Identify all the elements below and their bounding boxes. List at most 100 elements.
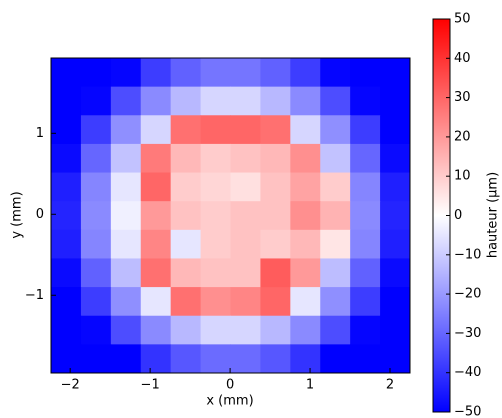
heatmap-cell <box>380 143 411 174</box>
heatmap-cell <box>320 115 351 145</box>
colorbar-tick-label: −10 <box>454 247 481 262</box>
heatmap-cell <box>51 143 82 174</box>
colorbar-tick-label: 50 <box>454 12 471 27</box>
heatmap-cell <box>260 258 291 288</box>
heatmap-cell <box>230 58 261 88</box>
heatmap-cell <box>350 201 381 231</box>
heatmap-cell <box>350 86 381 116</box>
heatmap-cell <box>80 229 112 259</box>
heatmap-cell <box>200 258 231 288</box>
heatmap-cell <box>170 229 202 259</box>
heatmap <box>51 58 411 374</box>
heatmap-cell <box>170 344 202 374</box>
heatmap-cell <box>170 287 202 317</box>
heatmap-cell <box>380 315 411 345</box>
heatmap-cell <box>170 258 202 288</box>
heatmap-cell <box>51 201 82 231</box>
heatmap-cell <box>140 258 172 288</box>
heatmap-cell <box>230 86 261 116</box>
heatmap-cell <box>320 315 351 345</box>
heatmap-cell <box>380 258 411 288</box>
heatmap-cell <box>380 201 411 231</box>
heatmap-cell <box>170 315 202 345</box>
heatmap-cell <box>200 58 231 88</box>
x-tick-label: 0 <box>226 378 234 393</box>
heatmap-cell <box>140 201 172 231</box>
heatmap-cell <box>290 58 321 88</box>
heatmap-cell <box>110 287 142 317</box>
heatmap-cell <box>110 143 142 174</box>
heatmap-cell <box>51 315 82 345</box>
heatmap-cell <box>230 172 261 202</box>
heatmap-cell <box>230 115 261 145</box>
heatmap-cell <box>350 58 381 88</box>
heatmap-cell <box>320 86 351 116</box>
colorbar-tick-label: −40 <box>454 365 481 380</box>
colorbar-tick-label: −30 <box>454 326 481 341</box>
heatmap-cell <box>260 315 291 345</box>
heatmap-cell <box>230 287 261 317</box>
heatmap-cell <box>320 344 351 374</box>
y-axis-label: y (mm) <box>10 191 25 238</box>
x-tick-label: 2 <box>386 378 394 393</box>
y-tick-label: 1 <box>36 126 44 141</box>
heatmap-cell <box>110 258 142 288</box>
heatmap-cell <box>260 143 291 174</box>
heatmap-cell <box>140 315 172 345</box>
heatmap-cell <box>350 258 381 288</box>
heatmap-cell <box>320 258 351 288</box>
heatmap-cell <box>170 143 202 174</box>
heatmap-cell <box>230 143 261 174</box>
heatmap-cell <box>200 201 231 231</box>
colorbar-tick-label: 30 <box>454 90 471 105</box>
heatmap-cell <box>230 229 261 259</box>
heatmap-cell <box>200 115 231 145</box>
heatmap-cell <box>350 315 381 345</box>
heatmap-cell <box>80 172 112 202</box>
heatmap-cell <box>260 229 291 259</box>
heatmap-cell <box>140 287 172 317</box>
heatmap-cell <box>200 143 231 174</box>
heatmap-cell <box>80 258 112 288</box>
heatmap-cell <box>80 315 112 345</box>
heatmap-cell <box>170 86 202 116</box>
heatmap-cell <box>51 172 82 202</box>
heatmap-cell <box>380 344 411 374</box>
colorbar-tick-label: 20 <box>454 129 471 144</box>
heatmap-cell <box>290 344 321 374</box>
heatmap-cell <box>110 344 142 374</box>
heatmap-cell <box>80 115 112 145</box>
x-axis-label: x (mm) <box>206 394 253 409</box>
heatmap-cell <box>140 143 172 174</box>
heatmap-cell <box>200 315 231 345</box>
heatmap-cell <box>140 86 172 116</box>
heatmap-cell <box>110 315 142 345</box>
x-tick-label: −2 <box>61 378 80 393</box>
colorbar-tick-label: −50 <box>454 405 481 418</box>
heatmap-cell <box>110 58 142 88</box>
heatmap-cell <box>140 58 172 88</box>
heatmap-cell <box>140 115 172 145</box>
heatmap-cell <box>380 86 411 116</box>
heatmap-cell <box>380 229 411 259</box>
heatmap-cell <box>110 115 142 145</box>
heatmap-cell <box>170 115 202 145</box>
heatmap-cell <box>200 172 231 202</box>
heatmap-cell <box>290 115 321 145</box>
heatmap-cell <box>170 172 202 202</box>
heatmap-cell <box>350 287 381 317</box>
heatmap-cell <box>380 287 411 317</box>
colorbar-tick-label: 10 <box>454 169 471 184</box>
heatmap-cell <box>51 86 82 116</box>
heatmap-cell <box>140 229 172 259</box>
heatmap-cell <box>51 229 82 259</box>
heatmap-cell <box>260 172 291 202</box>
heatmap-cell <box>320 172 351 202</box>
heatmap-cell <box>110 229 142 259</box>
heatmap-cell <box>290 143 321 174</box>
x-tick-label: −1 <box>141 378 160 393</box>
colorbar-tick-label: −20 <box>454 287 481 302</box>
heatmap-cell <box>320 58 351 88</box>
heatmap-cell <box>80 143 112 174</box>
